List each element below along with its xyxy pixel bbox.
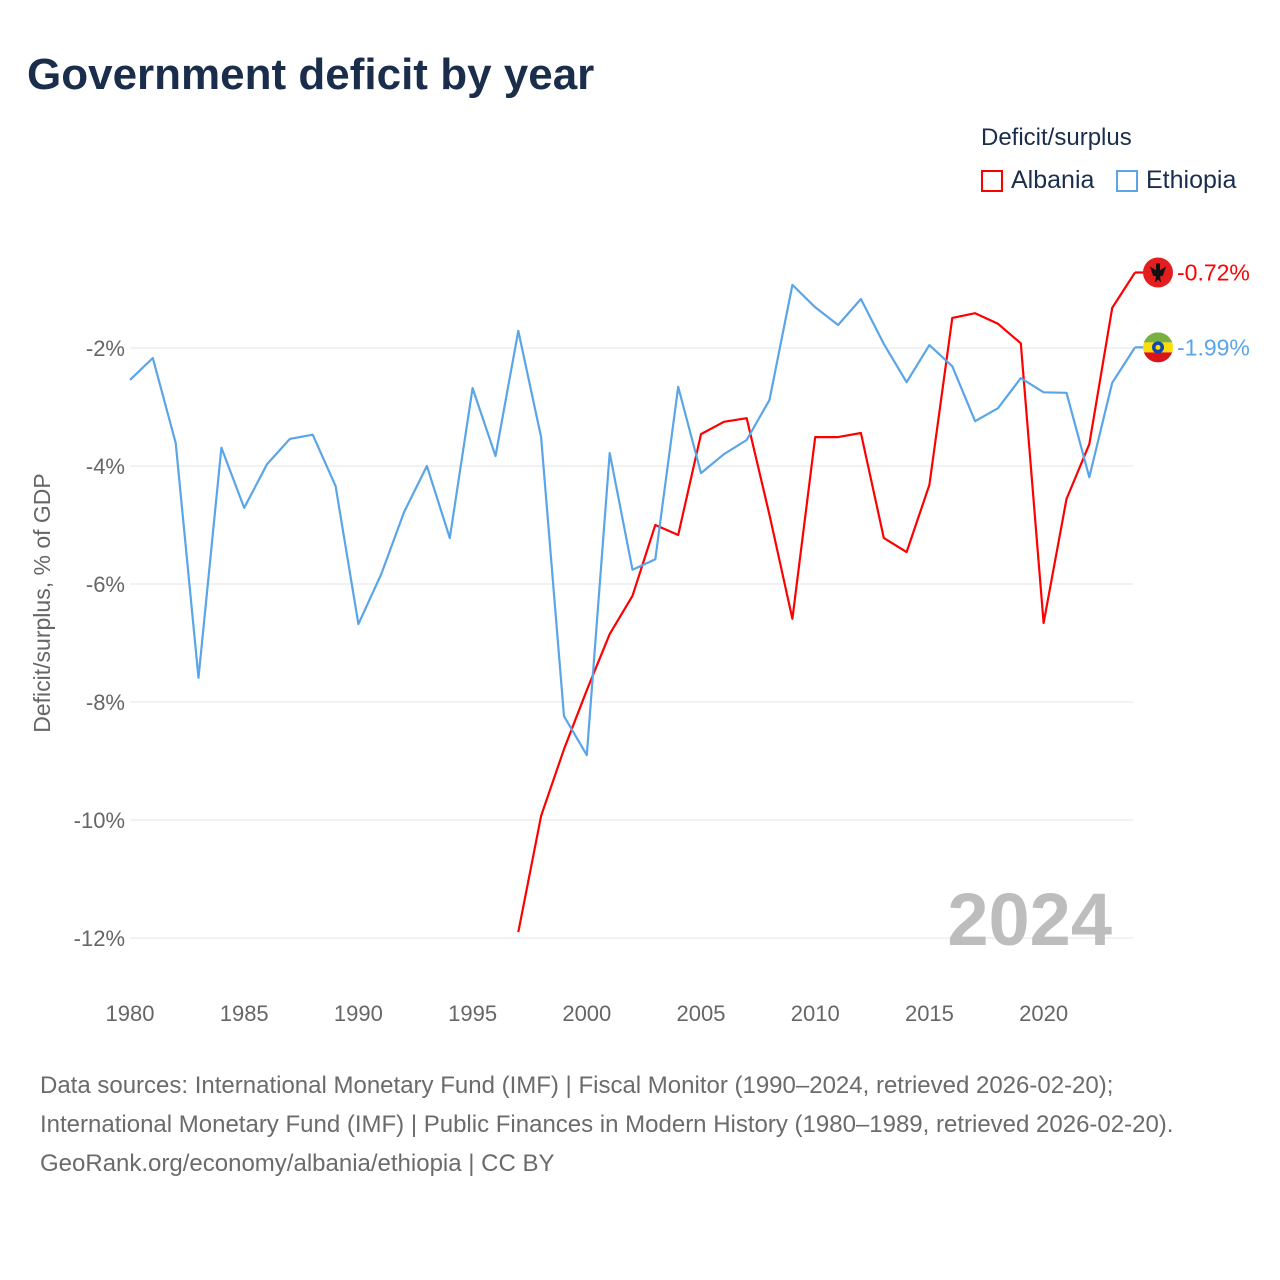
x-tick-label: 2000 (562, 1001, 611, 1026)
legend-swatch-albania (981, 169, 1003, 192)
series-end-label-albania: -0.72% (1177, 259, 1250, 285)
x-tick-label: 1980 (106, 1001, 155, 1026)
x-tick-label: 1985 (220, 1001, 269, 1026)
year-watermark: 2024 (947, 878, 1112, 961)
y-axis-label: Deficit/surplus, % of GDP (29, 473, 55, 732)
legend-label-ethiopia: Ethiopia (1146, 166, 1237, 194)
legend-item-albania[interactable]: Albania (981, 166, 1094, 195)
legend-swatch-ethiopia (1116, 169, 1138, 192)
series-line-albania[interactable] (517, 271, 1136, 933)
x-tick-label: 2015 (905, 1001, 954, 1026)
series-line-ethiopia[interactable] (129, 283, 1136, 757)
y-tick-label: -8% (86, 690, 125, 715)
data-sources: Data sources: International Monetary Fun… (40, 1072, 1174, 1138)
legend-title: Deficit/surplus (981, 124, 1132, 151)
y-tick-label: -12% (74, 926, 125, 951)
line-chart: -2% -4% -6% -8% -10% -12% 1980 1985 1990 1995 2000… (29, 257, 1250, 1026)
legend-item-ethiopia[interactable]: Ethiopia (1116, 166, 1236, 195)
credit-link[interactable]: GeoRank.org/economy/albania/ethiopia | C… (40, 1150, 555, 1177)
x-tick-label: 2010 (791, 1001, 840, 1026)
series-end-label-ethiopia: -1.99% (1177, 334, 1250, 360)
y-tick-label: -10% (74, 808, 125, 833)
y-tick-label: -2% (86, 336, 125, 361)
albania-flag-icon (1143, 257, 1173, 288)
legend-label-albania: Albania (1011, 166, 1095, 194)
ethiopia-flag-icon (1143, 332, 1173, 363)
y-tick-label: -6% (86, 572, 125, 597)
x-tick-label: 2005 (677, 1001, 726, 1026)
footer: Data sources: International Monetary Fun… (40, 1066, 1240, 1183)
x-tick-label: 1990 (334, 1001, 383, 1026)
y-tick-label: -4% (86, 454, 125, 479)
chart-title: Government deficit by year (27, 50, 595, 99)
x-tick-label: 2020 (1019, 1001, 1068, 1026)
x-tick-label: 1995 (448, 1001, 497, 1026)
